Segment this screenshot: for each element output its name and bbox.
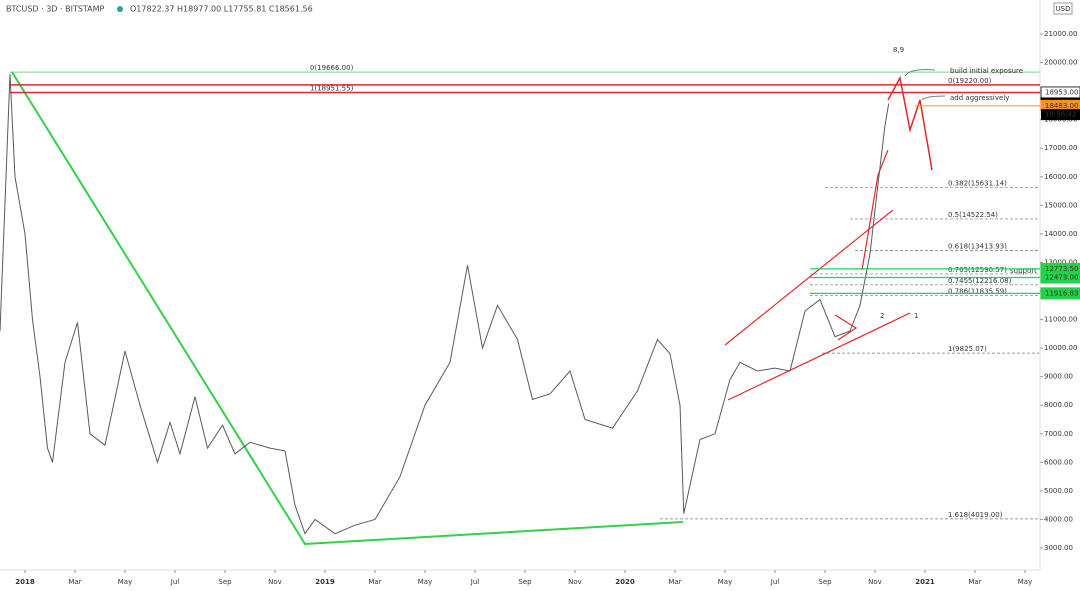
fib-label: 0.786(11835.59) — [948, 288, 1007, 296]
annotation: 1 — [914, 312, 918, 320]
y-tick-label: 10000.00 — [1044, 344, 1077, 352]
currency: USD — [1056, 5, 1071, 13]
fib-label: 0.7455(12216.08) — [948, 277, 1012, 285]
channel-line — [727, 312, 911, 401]
callout — [921, 95, 946, 101]
x-tick-label: Jul — [770, 578, 780, 586]
trend-line — [11, 71, 684, 546]
x-tick-label: Jul — [170, 578, 180, 586]
y-tick-label: 17000.00 — [1044, 144, 1077, 152]
y-tick-label: 11000.00 — [1044, 316, 1077, 324]
x-tick-label: Nov — [268, 578, 282, 586]
y-tick-label: 15000.00 — [1044, 201, 1077, 209]
annotation: add aggressively — [950, 94, 1009, 102]
symbol: BTCUSD · 3D · BITSTAMP — [6, 5, 105, 14]
triangle — [834, 314, 858, 341]
ohlc: O17822.37 H18977.00 L17755.81 C18561.56 — [130, 5, 313, 14]
fib-label: 0.618(13413.93) — [948, 243, 1007, 251]
annotation: build initial exposure — [950, 67, 1023, 75]
currency-box[interactable] — [1053, 2, 1073, 15]
annotation: 2 — [880, 312, 884, 320]
price-line — [0, 73, 890, 535]
x-tick-label: Sep — [218, 578, 232, 586]
y-tick-label: 14000.00 — [1044, 230, 1077, 238]
fib-label: 0(19666.00) — [310, 64, 354, 72]
fib-label: 0.382(15631.14) — [948, 179, 1007, 187]
x-tick-label: 2020 — [615, 578, 635, 586]
price-tag-label: 12773.50 — [1045, 265, 1078, 273]
y-tick-label: 9000.00 — [1044, 373, 1073, 381]
y-tick-label: 13000.00 — [1044, 258, 1077, 266]
x-tick-label: 2018 — [15, 578, 35, 586]
fib-label: 0.5(14522.54) — [948, 211, 998, 219]
x-tick-label: May — [418, 578, 432, 586]
status-dot — [117, 6, 123, 12]
price-tag-label: 11916.83 — [1045, 289, 1078, 297]
x-tick-label: Nov — [868, 578, 882, 586]
price-tag-label: 18483.00 — [1045, 102, 1078, 110]
y-tick-label: 3000.00 — [1044, 544, 1073, 552]
x-tick-label: May — [1018, 578, 1032, 586]
annotation: support — [1010, 267, 1037, 275]
price-tag — [1040, 271, 1080, 284]
x-tick-label: Mar — [968, 578, 981, 586]
y-tick-label: 7000.00 — [1044, 430, 1073, 438]
y-tick-label: 20000.00 — [1044, 59, 1077, 67]
x-tick-label: May — [118, 578, 132, 586]
x-tick-label: Sep — [818, 578, 832, 586]
x-tick-label: Mar — [68, 578, 81, 586]
y-tick-label: 8000.00 — [1044, 401, 1073, 409]
y-tick-label: 4000.00 — [1044, 515, 1073, 523]
y-tick-label: 16000.00 — [1044, 173, 1077, 181]
wedge — [861, 149, 889, 271]
countdown-box — [1041, 109, 1080, 121]
price-tag-label: 18953.00 — [1045, 88, 1078, 96]
fib-label: 0(19220.00) — [948, 77, 992, 85]
fib-label: 1(18951.55) — [310, 84, 354, 92]
x-tick-label: May — [718, 578, 732, 586]
y-tick-label: 5000.00 — [1044, 487, 1073, 495]
y-tick-label: 6000.00 — [1044, 458, 1073, 466]
annotation: 8,9 — [893, 46, 904, 54]
y-tick-label: 21000.00 — [1044, 30, 1077, 38]
x-tick-label: Jul — [470, 578, 480, 586]
fib-label: 1.618(4019.00) — [948, 511, 1003, 519]
x-tick-label: 2019 — [315, 578, 335, 586]
x-tick-label: Nov — [568, 578, 582, 586]
fib-label: 0.705(12596.57) — [948, 266, 1007, 274]
x-tick-label: Sep — [518, 578, 532, 586]
x-tick-label: 2021 — [915, 578, 935, 586]
price-tag — [1040, 287, 1080, 300]
x-tick-label: Mar — [668, 578, 681, 586]
x-tick-label: Mar — [368, 578, 381, 586]
fib-label: 1(9825.07) — [948, 345, 987, 353]
channel-line — [724, 209, 894, 346]
countdown: 18:56:42 — [1045, 111, 1076, 119]
callout — [904, 69, 936, 77]
price-tag-label: 12473.00 — [1045, 273, 1078, 281]
